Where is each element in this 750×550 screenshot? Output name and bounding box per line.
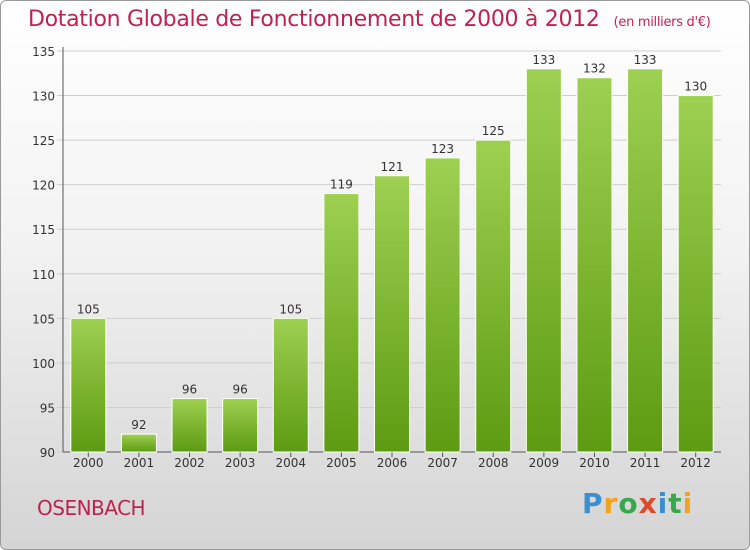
bar [171,398,208,453]
x-tick-label: 2005 [326,456,357,470]
y-tick-label: 120 [32,179,55,193]
bar [627,68,664,453]
y-tick-label: 105 [32,312,55,326]
x-tick-label: 2012 [680,456,711,470]
bar-value-label: 125 [482,124,505,138]
bar-value-label: 123 [431,142,454,156]
chart-unit: (en milliers d'€) [613,15,711,30]
bar-value-label: 96 [182,383,197,397]
bar [323,193,360,453]
bar [677,95,714,453]
x-tick-label: 2003 [225,456,256,470]
bar-value-label: 105 [77,302,100,316]
y-tick-label: 95 [40,401,55,415]
chart-title: Dotation Globale de Fonctionnement de 20… [28,7,711,32]
y-tick-label: 100 [32,357,55,371]
y-tick-label: 90 [40,446,55,460]
x-tick-label: 2007 [427,456,458,470]
bar [374,175,410,453]
bar-value-label: 96 [233,383,248,397]
y-tick-label: 130 [32,90,55,104]
bar [272,317,309,453]
y-tick-label: 135 [32,45,55,59]
bar-value-label: 92 [131,418,146,432]
bar-value-label: 119 [330,178,353,192]
bar [424,157,461,453]
bar [70,317,107,453]
bar [120,433,157,453]
bar-value-label: 105 [279,302,302,316]
y-tick-label: 115 [32,223,55,237]
x-tick-label: 2008 [478,456,509,470]
bar-value-label: 132 [583,62,606,76]
bar-value-label: 133 [634,53,657,67]
bar [576,77,613,453]
bar [525,68,562,453]
bar [222,398,259,453]
x-tick-label: 2001 [124,456,155,470]
x-tick-label: 2006 [377,456,408,470]
commune-name: OSENBACH [37,496,146,520]
bar-value-label: 121 [381,160,404,174]
bar-value-label: 133 [532,53,555,67]
y-tick-label: 125 [32,134,55,148]
x-tick-label: 2010 [579,456,610,470]
proxiti-logo: Proxiti [582,487,694,520]
bars [70,68,714,453]
y-tick-label: 110 [32,268,55,282]
bar [475,139,512,453]
x-tick-label: 2004 [275,456,306,470]
x-tick-label: 2000 [73,456,104,470]
x-tick-label: 2011 [630,456,661,470]
x-tick-label: 2009 [529,456,560,470]
bar-value-label: 130 [684,80,707,94]
x-tick-label: 2002 [174,456,205,470]
chart-title-text: Dotation Globale de Fonctionnement de 20… [28,7,600,32]
labels: 90 95 100 105 110 115 120 125 130 135 105 2000 92 200… [32,45,711,470]
